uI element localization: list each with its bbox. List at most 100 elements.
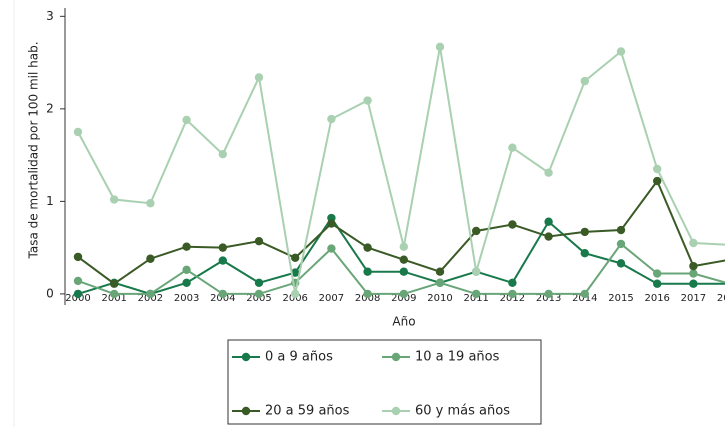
- data-point: [508, 278, 517, 287]
- x-tick-label: 2008: [355, 293, 380, 304]
- data-point: [653, 269, 662, 278]
- x-tick-label: 2012: [500, 293, 525, 304]
- y-axis-title: Tasa de mortalidad por 100 mil hab.: [27, 41, 41, 259]
- data-point: [580, 289, 589, 299]
- data-point: [110, 289, 119, 299]
- data-point: [653, 164, 662, 174]
- x-tick-label: 2000: [65, 293, 90, 304]
- data-point: [689, 269, 698, 278]
- data-point: [689, 238, 698, 248]
- data-point: [182, 242, 191, 251]
- y-tick-label: 2: [46, 101, 54, 115]
- x-tick-label: 2017: [681, 293, 706, 304]
- x-tick-label: 2010: [427, 293, 452, 304]
- y-tick-label: 0: [46, 286, 54, 300]
- x-tick-label: 2018: [717, 293, 725, 304]
- data-point: [616, 47, 626, 56]
- data-point: [291, 289, 300, 299]
- data-point: [363, 289, 372, 299]
- data-point: [218, 289, 227, 299]
- legend-label: 20 a 59 años: [265, 404, 350, 419]
- y-tick-label: 3: [46, 9, 54, 23]
- data-point: [435, 42, 445, 52]
- x-tick-label: 2001: [101, 293, 126, 304]
- x-tick-label: 2016: [644, 293, 669, 304]
- x-tick-label: 2003: [174, 293, 199, 304]
- data-point: [544, 232, 553, 241]
- x-tick-label: 2009: [391, 293, 416, 304]
- legend-swatch: [391, 352, 401, 362]
- data-point: [291, 268, 300, 277]
- data-point: [327, 219, 336, 228]
- legend-swatch: [241, 352, 251, 362]
- legend-label: 10 a 19 años: [415, 350, 500, 365]
- data-point: [254, 236, 264, 246]
- data-point: [399, 255, 408, 264]
- data-point: [472, 289, 481, 299]
- data-point: [616, 259, 626, 268]
- data-point: [254, 289, 264, 299]
- x-tick-label: 2011: [463, 293, 488, 304]
- x-tick-label: 2002: [138, 293, 163, 304]
- x-tick-label: 2015: [608, 293, 633, 304]
- series-line: [77, 216, 725, 295]
- data-point: [182, 265, 191, 275]
- x-tick-label: 2006: [282, 293, 307, 304]
- data-point: [544, 168, 553, 177]
- legend-swatch: [391, 406, 401, 416]
- data-point: [544, 217, 553, 226]
- data-point: [399, 267, 408, 276]
- data-point: [363, 267, 372, 276]
- data-point: [146, 289, 155, 299]
- x-tick-label: 2007: [319, 293, 344, 304]
- x-tick-label: 2005: [246, 293, 271, 304]
- legend-label: 0 a 9 años: [265, 350, 333, 365]
- y-tick-label: 1: [46, 194, 54, 208]
- data-point: [689, 279, 698, 288]
- x-tick-label: 2004: [210, 293, 235, 304]
- data-point: [580, 248, 589, 258]
- data-point: [580, 76, 589, 86]
- data-point: [291, 253, 300, 263]
- data-point: [73, 289, 83, 299]
- data-point: [653, 279, 662, 288]
- data-point: [508, 289, 517, 299]
- data-point: [73, 276, 83, 286]
- x-axis-title: Año: [392, 315, 415, 329]
- legend-swatch: [241, 406, 251, 416]
- legend-label: 60 y más años: [415, 404, 510, 419]
- data-point: [472, 226, 481, 236]
- data-point: [146, 199, 155, 208]
- data-point: [363, 96, 372, 105]
- data-point: [363, 243, 372, 252]
- data-point: [472, 267, 481, 276]
- data-point: [182, 115, 191, 125]
- data-point: [580, 227, 589, 237]
- data-point: [218, 243, 227, 252]
- data-point: [508, 220, 517, 229]
- x-tick-label: 2014: [572, 293, 597, 304]
- data-point: [218, 256, 227, 265]
- data-point: [254, 278, 264, 287]
- data-point: [110, 279, 119, 288]
- data-point: [110, 195, 119, 204]
- data-point: [73, 252, 83, 262]
- data-point: [399, 242, 408, 251]
- data-point: [146, 254, 155, 263]
- x-tick-label: 2013: [536, 293, 561, 304]
- data-point: [653, 176, 662, 186]
- data-point: [435, 267, 445, 276]
- data-point: [182, 278, 191, 287]
- data-point: [616, 239, 626, 249]
- data-point: [616, 225, 626, 235]
- data-point: [218, 149, 227, 159]
- data-point: [435, 278, 445, 287]
- data-point: [327, 114, 336, 124]
- data-point: [327, 244, 336, 253]
- data-point: [73, 127, 83, 137]
- data-point: [689, 261, 698, 271]
- data-point: [544, 289, 553, 299]
- data-point: [508, 143, 517, 152]
- data-point: [254, 73, 264, 82]
